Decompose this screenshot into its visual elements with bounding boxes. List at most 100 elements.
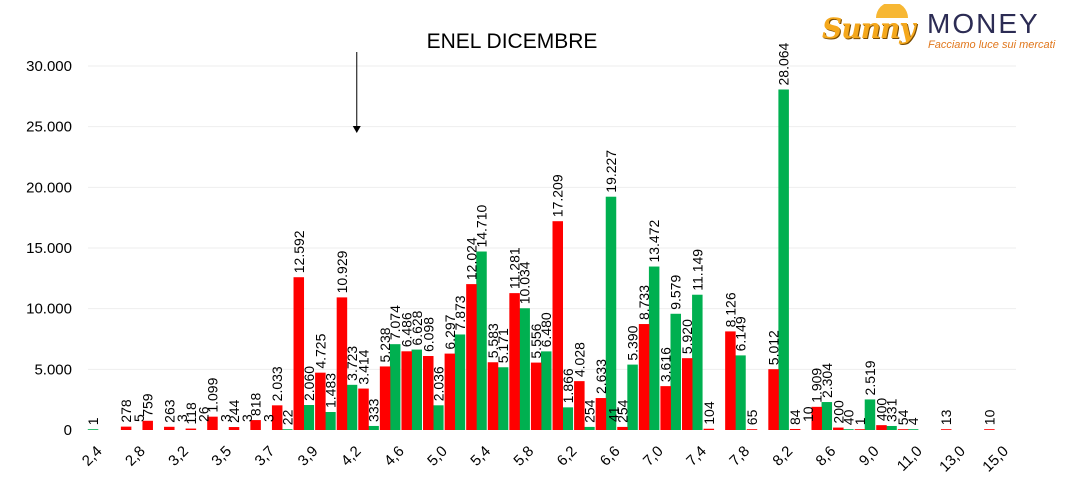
data-label: 759: [140, 393, 156, 417]
y-tick-label: 30.000: [26, 58, 72, 75]
bar-green: [368, 426, 379, 430]
bar-red: [401, 351, 412, 430]
chart-title: ENEL DICEMBRE: [427, 30, 598, 53]
data-label: 12.024: [463, 237, 479, 280]
x-tick-label: 15,0: [979, 443, 1012, 476]
data-label: 41: [606, 406, 622, 422]
data-label: 1.483: [322, 373, 338, 408]
logo-word-money: MONEY: [927, 8, 1040, 40]
data-label: 12.592: [291, 230, 307, 273]
bar-green: [412, 350, 423, 430]
data-label: 3.414: [356, 349, 372, 384]
bar-red: [768, 369, 779, 430]
data-label: 5.390: [625, 325, 641, 360]
data-label: 5.012: [766, 330, 782, 365]
bar-green: [282, 429, 293, 430]
data-label: 19.227: [603, 150, 619, 193]
data-label: 22: [279, 409, 295, 425]
data-label: 3: [174, 414, 190, 422]
x-tick-label: 13,0: [936, 443, 969, 476]
data-label: 3: [239, 414, 255, 422]
bar-green: [433, 405, 444, 430]
data-label: 8.126: [722, 292, 738, 327]
bar-red: [229, 427, 240, 430]
bar-red: [790, 429, 801, 430]
data-label: 818: [248, 393, 264, 417]
y-tick-label: 25.000: [26, 119, 72, 136]
bar-red: [186, 429, 197, 430]
data-label: 11.281: [507, 247, 523, 289]
bar-green: [843, 429, 854, 430]
y-tick-label: 5.000: [34, 361, 72, 378]
data-label: 254: [581, 399, 597, 423]
data-label: 2.036: [430, 366, 446, 401]
bar-red: [747, 429, 758, 430]
bar-green: [584, 427, 595, 430]
x-tick-label: 7,0: [640, 443, 667, 470]
bar-green: [886, 426, 897, 430]
data-label: 4.725: [312, 333, 328, 368]
data-label: 2.633: [593, 359, 609, 394]
data-label: 28.064: [776, 42, 792, 85]
data-label: 2.060: [301, 366, 317, 401]
bar-red: [704, 429, 715, 430]
bar-red: [941, 429, 952, 430]
x-tick-label: 4,6: [381, 443, 408, 470]
x-tick-label: 5,4: [467, 443, 494, 470]
data-label: 1: [852, 417, 868, 425]
bar-green: [347, 385, 358, 430]
bar-red: [121, 427, 132, 430]
data-label: 10.929: [334, 250, 350, 293]
bar-green: [778, 89, 789, 430]
logo-tagline: Facciamo luce sui mercati: [928, 39, 1055, 51]
data-label: 10: [800, 406, 816, 422]
x-tick-label: 6,6: [597, 443, 624, 470]
y-axis: 05.00010.00015.00020.00025.00030.000: [26, 58, 72, 439]
annotation-arrow: [353, 52, 361, 133]
bar-red: [488, 362, 499, 430]
x-tick-label: 9,0: [856, 443, 883, 470]
x-tick-label: 3,5: [208, 443, 235, 470]
bar-green: [541, 351, 552, 430]
x-tick-label: 3,2: [165, 443, 192, 470]
bar-chart: ENEL DICEMBRE 05.00010.00015.00020.00025…: [0, 0, 1071, 494]
x-tick-label: 3,7: [251, 443, 278, 470]
bar-green: [563, 407, 574, 430]
data-label: 26: [196, 406, 212, 422]
data-label: 6.098: [420, 317, 436, 352]
x-tick-label: 6,2: [554, 443, 581, 470]
bar-red: [660, 386, 671, 430]
bar-green: [498, 367, 509, 430]
data-label: 13.472: [646, 220, 662, 263]
bar-green: [88, 429, 99, 430]
x-tick-label: 2,4: [79, 443, 106, 470]
data-label: 13: [938, 409, 954, 425]
data-label: 6.486: [399, 312, 415, 347]
data-label: 54: [895, 409, 911, 425]
data-label: 2.033: [269, 366, 285, 401]
data-label: 8.733: [636, 285, 652, 320]
x-tick-label: 2,8: [122, 443, 149, 470]
y-tick-label: 20.000: [26, 179, 72, 196]
data-label: 11.149: [689, 249, 705, 291]
x-tick-label: 7,4: [683, 443, 710, 470]
bars: [88, 89, 995, 430]
data-label: 65: [744, 409, 760, 425]
sunny-money-logo: Sunny MONEY Facciamo luce sui mercati: [822, 8, 1062, 56]
data-label: 5: [131, 414, 147, 422]
x-tick-label: 7,8: [726, 443, 753, 470]
x-tick-label: 5,8: [510, 443, 537, 470]
bar-red: [876, 425, 887, 430]
data-label: 400: [873, 398, 889, 422]
bar-red: [984, 429, 995, 430]
data-label: 104: [701, 401, 717, 425]
y-tick-label: 10.000: [26, 301, 72, 318]
bar-red: [164, 427, 175, 430]
x-tick-label: 8,6: [813, 443, 840, 470]
data-label: 2.519: [862, 360, 878, 395]
data-label: 4.028: [571, 342, 587, 377]
x-axis: 2,42,83,23,53,73,94,24,65,05,45,86,26,67…: [79, 443, 1012, 476]
data-label: 5.238: [377, 327, 393, 362]
bar-red: [833, 428, 844, 430]
bar-red: [531, 363, 542, 430]
